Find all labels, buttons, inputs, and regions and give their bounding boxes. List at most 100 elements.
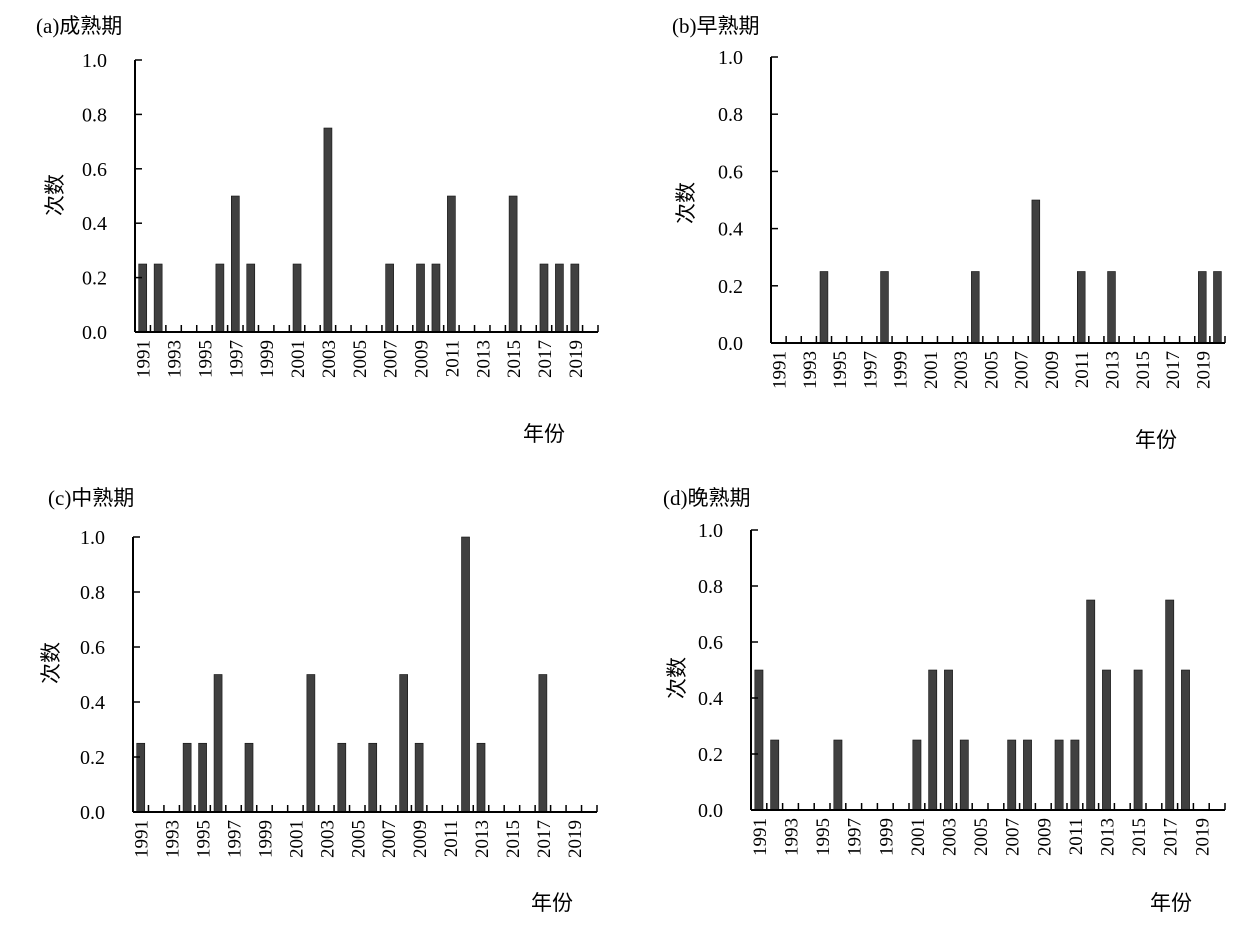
x-tick-label: 2013 <box>1103 351 1124 389</box>
x-tick-label: 2009 <box>1034 818 1055 856</box>
x-tick-label: 1997 <box>845 818 866 856</box>
bar-2004 <box>959 739 969 811</box>
x-axis-label: 年份 <box>1135 428 1177 452</box>
bar-2019 <box>570 263 580 333</box>
y-tick-label: 0.4 <box>82 213 107 235</box>
x-tick-label: 2001 <box>288 340 309 378</box>
x-tick-label: 1997 <box>226 340 247 378</box>
x-tick-label: 2013 <box>472 820 493 858</box>
bar-2007 <box>1007 739 1017 811</box>
bar-2009 <box>416 263 425 333</box>
x-tick-label: 1997 <box>225 820 246 858</box>
y-tick-label: 0.2 <box>82 268 107 290</box>
y-axis-label: 次数 <box>43 174 67 216</box>
bar-2013 <box>1102 669 1111 811</box>
x-tick-label: 2003 <box>940 818 961 856</box>
x-tick-label: 2017 <box>534 820 555 858</box>
chart-title: (c)中熟期 <box>48 486 134 510</box>
y-tick-label: 1.0 <box>82 50 107 72</box>
y-tick-label: 1.0 <box>698 520 723 542</box>
x-tick-label: 1995 <box>195 340 216 378</box>
y-axis-label: 次数 <box>674 182 698 224</box>
bar-2011 <box>1076 271 1086 344</box>
y-axis-label: 次数 <box>665 657 689 699</box>
x-tick-label: 1991 <box>134 340 155 378</box>
chart-title: (b)早熟期 <box>672 14 760 38</box>
bar-1991 <box>754 669 764 811</box>
bar-1991 <box>136 742 146 813</box>
x-tick-label: 2015 <box>1129 818 1150 856</box>
x-tick-label: 2019 <box>1193 351 1214 389</box>
x-tick-label: 2011 <box>1072 351 1093 388</box>
bar-2015 <box>508 195 518 333</box>
y-tick-label: 0.6 <box>698 632 723 654</box>
x-tick-label: 2005 <box>971 818 992 856</box>
y-tick-label: 0.4 <box>698 688 723 710</box>
y-tick-label: 0.6 <box>82 159 107 181</box>
y-tick-label: 0.4 <box>718 219 743 241</box>
x-tick-label: 2009 <box>410 820 431 858</box>
bar-2009 <box>414 742 424 813</box>
x-axis-label: 年份 <box>531 891 573 915</box>
x-tick-label: 2003 <box>319 340 340 378</box>
y-tick-label: 0.8 <box>718 104 743 126</box>
x-tick-label: 1995 <box>194 820 215 858</box>
x-tick-label: 1999 <box>257 340 278 378</box>
chart-title: (a)成熟期 <box>36 14 122 38</box>
y-tick-label: 1.0 <box>80 527 105 549</box>
y-tick-label: 0.6 <box>718 161 743 183</box>
bar-1996 <box>213 674 223 813</box>
y-tick-label: 0.0 <box>82 322 107 344</box>
x-axis-label: 年份 <box>1150 891 1192 915</box>
x-tick-label: 1993 <box>163 820 184 858</box>
x-tick-label: 1991 <box>770 351 791 389</box>
x-tick-label: 2005 <box>981 351 1002 389</box>
bar-2003 <box>323 127 333 333</box>
x-tick-label: 2011 <box>441 820 462 857</box>
x-tick-label: 1993 <box>782 818 803 856</box>
x-tick-label: 2017 <box>1161 818 1182 856</box>
bar-1995 <box>198 742 207 813</box>
bar-2002 <box>928 669 938 811</box>
bar-2018 <box>555 263 564 333</box>
bar-1994 <box>182 742 192 813</box>
bar-2019 <box>1198 271 1207 344</box>
x-tick-label: 2001 <box>921 351 942 389</box>
bar-2003 <box>944 669 953 811</box>
x-tick-label: 2011 <box>1066 818 1087 855</box>
x-tick-label: 1999 <box>255 820 276 858</box>
bar-2007 <box>385 263 394 333</box>
bar-1992 <box>770 739 780 811</box>
x-tick-label: 1997 <box>860 351 881 389</box>
bar-1997 <box>231 195 240 333</box>
x-tick-label: 1995 <box>813 818 834 856</box>
x-tick-label: 2001 <box>908 818 929 856</box>
bar-2013 <box>1107 271 1116 344</box>
x-tick-label: 1991 <box>750 818 771 856</box>
x-tick-label: 2013 <box>1098 818 1119 856</box>
y-tick-label: 0.6 <box>80 637 105 659</box>
y-tick-label: 0.8 <box>80 582 105 604</box>
bar-2004 <box>337 742 347 813</box>
x-tick-label: 2005 <box>348 820 369 858</box>
x-tick-label: 2003 <box>951 351 972 389</box>
y-tick-label: 0.2 <box>718 276 743 298</box>
bar-2001 <box>912 739 922 811</box>
bar-2015 <box>1133 669 1143 811</box>
x-tick-label: 2017 <box>535 340 556 378</box>
x-tick-label: 2015 <box>1133 351 1154 389</box>
x-tick-label: 1999 <box>891 351 912 389</box>
x-tick-label: 2019 <box>566 340 587 378</box>
bar-2017 <box>1165 599 1175 811</box>
bar-1996 <box>833 739 843 811</box>
bar-2011 <box>1070 739 1080 811</box>
x-tick-label: 1999 <box>876 818 897 856</box>
x-tick-label: 1993 <box>800 351 821 389</box>
x-tick-label: 2001 <box>286 820 307 858</box>
y-tick-label: 0.0 <box>80 802 105 824</box>
bar-2017 <box>539 263 549 333</box>
x-tick-label: 2017 <box>1163 351 1184 389</box>
